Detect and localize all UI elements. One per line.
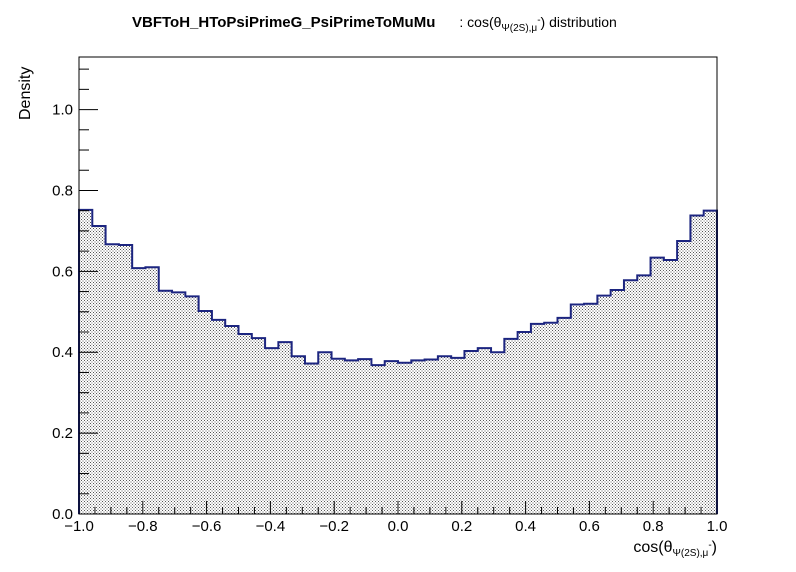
histogram-bin-21 bbox=[358, 359, 372, 514]
chart-title-end: ) distribution bbox=[541, 14, 617, 30]
chart-title: VBFToH_HToPsiPrimeG_PsiPrimeToMuMu : cos(… bbox=[132, 14, 617, 34]
histogram-bin-31 bbox=[491, 352, 505, 514]
x-axis-label: cos(θΨ(2S),μ-) bbox=[633, 539, 717, 559]
histogram-bin-38 bbox=[584, 303, 598, 514]
x-axis-label-end: ) bbox=[712, 539, 717, 556]
y-tick-label: 1.0 bbox=[52, 102, 73, 119]
histogram-bin-11 bbox=[225, 325, 239, 514]
x-axis-label-subscript: Ψ(2S),μ bbox=[673, 548, 709, 559]
histogram-bin-10 bbox=[211, 319, 226, 514]
histogram-bin-9 bbox=[198, 310, 212, 514]
chart-title-main: VBFToH_HToPsiPrimeG_PsiPrimeToMuMu bbox=[132, 14, 435, 31]
y-axis-ticks: 0.0 0.2 0.4 0.6 0.8 1.0 bbox=[52, 68, 98, 523]
histogram-bin-20 bbox=[344, 360, 359, 514]
histogram-bin-34 bbox=[530, 323, 545, 514]
histogram-bin-2 bbox=[105, 244, 119, 515]
x-tick-label: −0.8 bbox=[128, 518, 158, 535]
x-tick-label: 0.6 bbox=[579, 518, 600, 535]
histogram-bin-46 bbox=[690, 215, 704, 514]
x-tick-label: −1.0 bbox=[64, 518, 94, 535]
histogram-bin-22 bbox=[371, 365, 385, 514]
y-tick-label: 0.4 bbox=[52, 344, 73, 361]
histogram-bin-32 bbox=[504, 338, 518, 514]
histogram-bin-7 bbox=[172, 292, 186, 514]
histogram-outline bbox=[78, 208, 718, 514]
x-axis-label-superscript: - bbox=[708, 540, 711, 551]
histogram-bin-12 bbox=[238, 334, 252, 514]
histogram-bin-26 bbox=[424, 359, 438, 514]
histogram-bin-23 bbox=[384, 361, 398, 514]
y-tick-label: 0.0 bbox=[52, 506, 73, 523]
histogram-bin-24 bbox=[398, 362, 412, 514]
histogram-bin-36 bbox=[557, 317, 571, 514]
histogram-bin-4 bbox=[132, 268, 146, 514]
x-tick-label: −0.4 bbox=[256, 518, 286, 535]
x-axis-ticks: −1.0 −0.8 −0.6 −0.4 −0.2 0.0 0.2 0.4 0.6 0.8 1.0 bbox=[64, 501, 727, 535]
x-tick-label: −0.6 bbox=[192, 518, 222, 535]
y-tick-label: 0.2 bbox=[52, 425, 73, 442]
histogram-bin-17 bbox=[304, 363, 319, 514]
histogram-bin-6 bbox=[158, 290, 173, 514]
histogram-bin-40 bbox=[610, 289, 624, 514]
x-tick-label: 0.2 bbox=[451, 518, 472, 535]
histogram-bin-39 bbox=[597, 295, 611, 514]
y-tick-label: 0.8 bbox=[52, 182, 73, 199]
histogram-bin-41 bbox=[623, 280, 638, 514]
y-axis-label: Density bbox=[17, 67, 34, 120]
histogram-bin-14 bbox=[265, 348, 279, 514]
histogram-bin-13 bbox=[251, 338, 266, 514]
histogram-bin-16 bbox=[291, 356, 305, 514]
histogram-bin-18 bbox=[318, 352, 332, 514]
x-tick-label: 0.0 bbox=[388, 518, 409, 535]
x-tick-label: 1.0 bbox=[707, 518, 728, 535]
histogram-bin-27 bbox=[437, 356, 452, 514]
x-tick-label: −0.2 bbox=[319, 518, 349, 535]
histogram-bin-30 bbox=[477, 348, 492, 514]
histogram-bin-3 bbox=[118, 245, 133, 514]
histogram-bin-0 bbox=[79, 209, 93, 515]
histogram-bin-35 bbox=[544, 322, 558, 514]
x-tick-label: 0.8 bbox=[643, 518, 664, 535]
histogram-bin-44 bbox=[663, 260, 678, 514]
x-tick-label: 0.4 bbox=[515, 518, 536, 535]
histogram-bin-5 bbox=[145, 267, 159, 514]
histogram-bin-8 bbox=[185, 296, 199, 514]
histogram-bin-45 bbox=[677, 241, 691, 514]
chart-title-subscript: Ψ(2S),μ bbox=[501, 23, 537, 34]
histogram-bin-33 bbox=[517, 332, 531, 514]
histogram-bin-47 bbox=[703, 210, 717, 515]
histogram-bars bbox=[79, 209, 717, 515]
histogram-bin-28 bbox=[451, 357, 465, 514]
chart-title-suffix: : cos(θ bbox=[459, 14, 501, 30]
y-tick-label: 0.6 bbox=[52, 263, 73, 280]
histogram-bin-1 bbox=[92, 226, 106, 514]
histogram-bin-37 bbox=[570, 304, 585, 514]
histogram-bin-25 bbox=[411, 360, 425, 514]
histogram-bin-19 bbox=[331, 358, 345, 514]
histogram-bin-42 bbox=[637, 275, 651, 514]
histogram-bin-15 bbox=[278, 342, 292, 514]
chart-title-superscript: - bbox=[537, 15, 540, 26]
histogram-bin-29 bbox=[464, 351, 478, 514]
histogram-bin-43 bbox=[650, 257, 664, 514]
x-axis-label-main: cos(θ bbox=[633, 539, 672, 556]
